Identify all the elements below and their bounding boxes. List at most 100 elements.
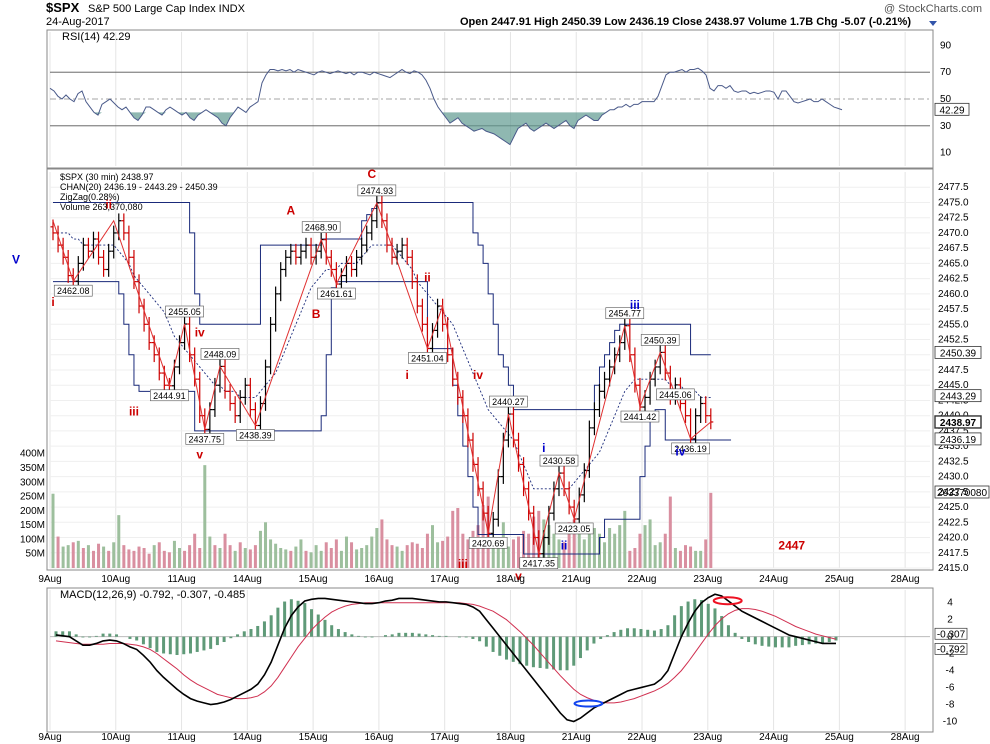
macd-tick-label: 0: [947, 632, 953, 643]
volume-bar: [97, 543, 101, 568]
price-panel: [46, 168, 934, 571]
x-tick-label: 23Aug: [693, 732, 722, 743]
volume-bar: [603, 542, 607, 568]
x-tick-label: 16Aug: [364, 732, 393, 743]
volume-bar: [511, 539, 515, 568]
point-label-box: [301, 221, 341, 233]
macd-histogram-bar: [74, 634, 78, 637]
macd-histogram-bar: [673, 615, 677, 637]
rsi-fill-segment: [566, 112, 570, 126]
volume-bar: [178, 548, 181, 568]
macd-histogram-bar: [175, 636, 179, 655]
macd-histogram-bar: [383, 635, 387, 637]
rsi-line: [49, 67, 843, 146]
x-tick-label: 24Aug: [759, 732, 788, 743]
volume-bar: [304, 550, 308, 568]
dropdown-arrow-icon[interactable]: [929, 21, 937, 26]
macd-tick-label: 2: [947, 615, 953, 626]
macd-histogram-bar: [720, 616, 724, 637]
price-tick-label: 2422.5: [938, 517, 969, 528]
macd-histogram-bar: [303, 603, 307, 637]
volume-bar: [562, 542, 566, 568]
volume-bar: [350, 542, 354, 568]
rsi-fill-segment: [218, 112, 222, 124]
rsi-fill-segment: [470, 112, 474, 132]
volume-bar: [284, 549, 288, 568]
rsi-fill-segment: [546, 112, 550, 126]
zigzag-legend-line: ZigZag(0.28%): [60, 192, 120, 202]
wave-label: ii: [105, 198, 112, 212]
volume-bar: [112, 542, 116, 568]
macd-histogram-bar: [572, 636, 576, 666]
macd-histogram-bar: [599, 636, 603, 639]
price-tick-label: 2475.0: [938, 197, 969, 208]
volume-bar: [218, 548, 222, 568]
rsi-fill-segment: [462, 112, 466, 126]
macd-histogram-bar: [269, 615, 273, 637]
macd-histogram-bar: [740, 636, 744, 639]
point-label: 2451.04: [411, 353, 444, 363]
price-bar: [283, 249, 289, 277]
wave-label: iv: [473, 368, 483, 382]
volume-bar: [370, 536, 374, 568]
volume-bar: [709, 492, 713, 568]
volume-bar: [643, 525, 647, 568]
price-bar: [602, 371, 608, 399]
macd-histogram-bar: [753, 636, 757, 645]
rsi-fill-segment: [502, 112, 506, 142]
volume-bar: [66, 545, 70, 568]
rsi-tick-label: 90: [940, 40, 952, 51]
price-tick-label: 2470.0: [938, 228, 969, 239]
chart-ohlc-summary: Open 2447.91 High 2450.39 Low 2436.19 Cl…: [460, 16, 911, 28]
macd-histogram-bar: [794, 636, 798, 646]
price-badge-box: [934, 345, 982, 359]
volume-bar: [137, 546, 141, 568]
volume-bar: [405, 545, 409, 568]
volume-bar: [147, 553, 151, 568]
macd-series: -0.307 -0.792: [50, 593, 968, 723]
price-bar: [364, 225, 370, 253]
volume-bar: [223, 533, 227, 568]
price-bar: [257, 396, 263, 433]
macd-histogram-bar: [256, 625, 260, 637]
rsi-fill-segment: [506, 112, 510, 145]
macd-histogram-bar: [827, 636, 831, 643]
point-label: 2417.35: [522, 559, 555, 569]
macd-histogram-bar: [632, 628, 636, 637]
macd-histogram-bar: [700, 600, 704, 637]
volume-bar: [258, 530, 262, 568]
volume-bar: [61, 546, 65, 568]
macd-histogram-bar: [431, 635, 435, 637]
volume-bar: [56, 536, 60, 568]
volume-bar: [324, 542, 328, 568]
x-tick-label: 10Aug: [101, 732, 130, 743]
volume-bar: [441, 540, 445, 568]
point-label: 2430.58: [543, 456, 576, 466]
point-label-box: [519, 557, 559, 569]
macd-histogram-bar: [94, 635, 98, 637]
macd-histogram-bar: [289, 599, 293, 637]
macd-histogram-bar: [115, 634, 119, 637]
macd-histogram-bar: [357, 635, 361, 637]
macd-histogram-bar: [162, 636, 166, 654]
price-bar: [85, 237, 91, 259]
volume-bar: [183, 550, 187, 568]
rsi-fill-segment: [554, 112, 558, 129]
x-tick-label: 9Aug: [38, 574, 61, 585]
x-tick-label: 18Aug: [496, 574, 525, 585]
price-bar: [111, 225, 117, 259]
macd-histogram-bar: [135, 636, 139, 641]
rsi-fill-segment: [474, 112, 478, 132]
rsi-fill-segment: [518, 112, 522, 129]
x-tick-label: 21Aug: [562, 574, 591, 585]
x-tick-label: 25Aug: [825, 574, 854, 585]
volume-bar: [233, 550, 237, 568]
price-tick-label: 2455.0: [938, 319, 969, 330]
price-bar: [652, 359, 658, 387]
macd-histogram-bar: [202, 636, 206, 651]
price-tick-label: 2477.5: [938, 182, 969, 193]
x-tick-label: 22Aug: [628, 574, 657, 585]
point-label-box: [165, 305, 204, 318]
price-badge-box: [934, 389, 982, 403]
